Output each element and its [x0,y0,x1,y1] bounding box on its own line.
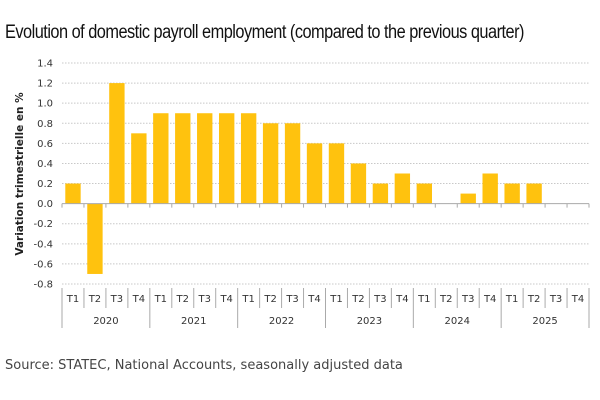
x-tick-label-year: 2022 [269,316,294,327]
x-tick-label-quarter: T3 [197,294,210,305]
y-tick-label: -0.6 [33,259,53,270]
bar [284,123,301,204]
bar [416,183,432,204]
x-tick-label-quarter: T3 [110,294,123,305]
y-axis-ticks: 1.4 1.2 1.0 0.8 0.6 0.4 0.2 0.0 -0.2 -0.4 -0.6 -0.8 [33,59,53,291]
bar [109,83,125,204]
source-note: Source: STATEC, National Accounts, seaso… [5,358,403,373]
x-axis: T1 T2 T3 T4 2020 T1 T2 T3 T4 2021 T1 T2 T3 T4 2022 T1 T2… [61,203,590,328]
x-tick-label-year: 2024 [445,316,470,327]
x-tick-label-quarter: T1 [66,294,79,305]
bar [175,113,191,204]
x-tick-label-quarter: T3 [285,294,298,305]
bar [460,193,476,204]
bar [306,143,323,204]
chart-title: Evolution of domestic payroll employment… [5,22,524,43]
bar [482,173,498,204]
bar [328,143,345,204]
bar [219,113,235,204]
y-tick-label: 1.4 [37,59,53,70]
bar [87,203,103,274]
x-tick-label-quarter: T4 [307,294,320,305]
bar [526,183,542,204]
x-tick-label-quarter: T4 [219,294,232,305]
x-tick-label-quarter: T1 [505,294,518,305]
y-tick-label: 0.0 [37,199,53,210]
y-tick-label: 0.4 [37,159,53,170]
x-tick-label-quarter: T3 [461,294,474,305]
bars [65,83,542,274]
y-tick-label: 0.8 [37,119,53,130]
x-tick-label-year: 2021 [181,316,206,327]
bar [153,113,169,204]
x-tick-label-quarter: T2 [176,294,189,305]
bar [197,113,213,204]
x-tick-label-quarter: T2 [351,294,364,305]
x-tick-label-quarter: T2 [263,294,276,305]
x-tick-label-quarter: T4 [132,294,145,305]
y-tick-label: 0.2 [37,179,53,190]
x-tick-label-quarter: T2 [88,294,101,305]
y-tick-label: -0.8 [33,280,53,291]
y-tick-label: 0.6 [37,139,53,150]
x-tick-label-year: 2020 [93,316,118,327]
y-tick-label: -0.4 [33,239,53,250]
y-tick-label: 1.0 [37,99,53,110]
bar [65,183,81,204]
x-tick-label-quarter: T2 [527,294,540,305]
x-tick-label-quarter: T1 [241,294,254,305]
x-tick-label-quarter: T4 [395,294,408,305]
bar [131,133,147,204]
bar [262,123,279,204]
gridlines [62,62,589,285]
x-tick-label-quarter: T4 [483,294,496,305]
x-tick-label-quarter: T1 [417,294,430,305]
bar [350,163,367,204]
x-tick-label-quarter: T2 [439,294,452,305]
x-tick-label-quarter: T1 [154,294,167,305]
x-tick-label-quarter: T4 [571,294,584,305]
x-tick-label-quarter: T3 [373,294,386,305]
y-tick-label: 1.2 [37,79,53,90]
y-axis-label: Variation trimestrielle en % [14,92,26,256]
x-tick-label-quarter: T1 [329,294,342,305]
x-tick-label-year: 2023 [357,316,382,327]
x-tick-label-year: 2025 [532,316,557,327]
bar [394,173,411,204]
x-tick-label-quarter: T3 [549,294,562,305]
y-tick-label: -0.2 [33,219,53,230]
bar [372,183,389,204]
bar [504,183,520,204]
bar [240,113,257,204]
